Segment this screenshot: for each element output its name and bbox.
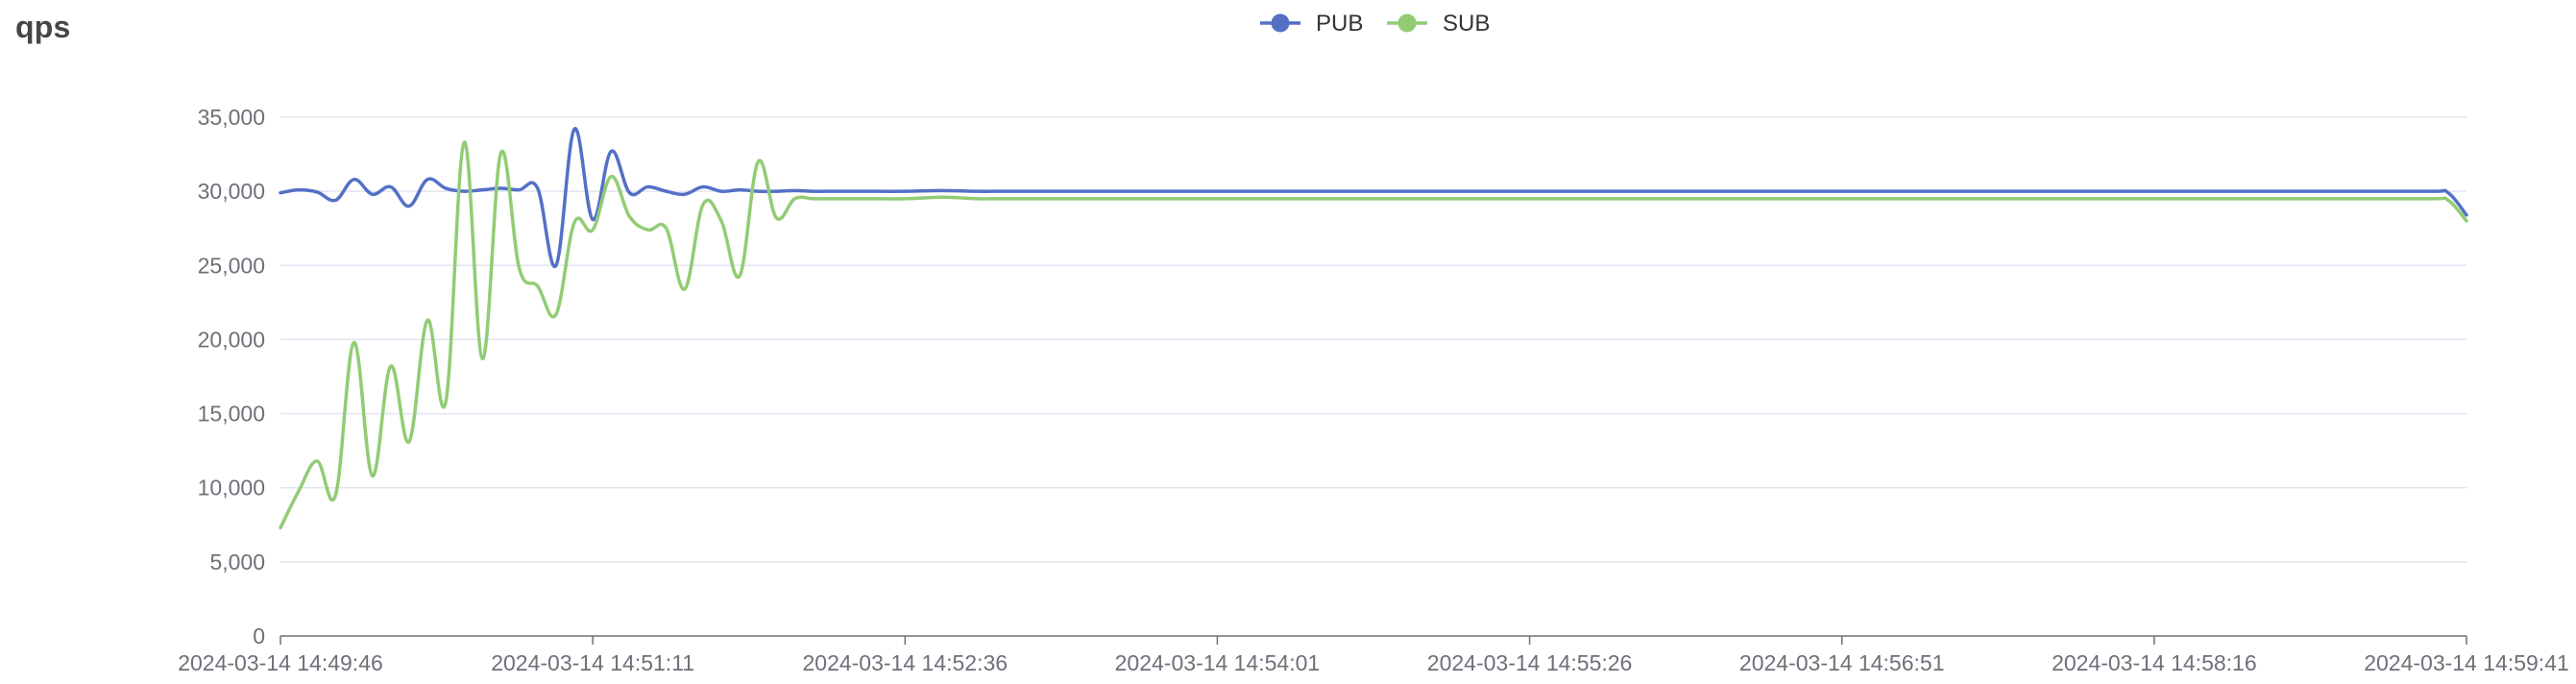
legend-item-sub[interactable]: SUB <box>1387 11 1490 37</box>
y-tick-label: 25,000 <box>198 253 265 278</box>
y-tick-label: 35,000 <box>198 105 265 130</box>
x-tick-label: 2024-03-14 14:52:36 <box>802 650 1008 675</box>
x-tick-label: 2024-03-14 14:55:26 <box>1427 650 1633 675</box>
x-tick-label: 2024-03-14 14:56:51 <box>1739 650 1945 675</box>
y-tick-label: 30,000 <box>198 179 265 204</box>
x-tick-label: 2024-03-14 14:54:01 <box>1115 650 1321 675</box>
legend-item-pub[interactable]: PUB <box>1260 11 1363 37</box>
y-tick-label: 10,000 <box>198 476 265 501</box>
legend-marker-icon <box>1271 13 1290 33</box>
axes: 0 5,000 10,000 15,000 20,000 25,000 30,000 35,0… <box>178 105 2569 675</box>
x-tick-label: 2024-03-14 14:59:41 <box>2364 650 2569 675</box>
y-tick-label: 5,000 <box>209 550 265 574</box>
legend-label: SUB <box>1443 11 1490 37</box>
legend: PUB SUB <box>1260 11 1490 37</box>
series-line-sub <box>279 140 2468 530</box>
x-tick-label: 2024-03-14 14:58:16 <box>2052 650 2257 675</box>
y-tick-label: 15,000 <box>198 402 265 427</box>
x-tick-label: 2024-03-14 14:51:11 <box>491 650 694 675</box>
legend-marker-icon <box>1397 13 1417 33</box>
x-tick-label: 2024-03-14 14:49:46 <box>178 650 383 675</box>
y-tick-label: 20,000 <box>198 327 265 352</box>
series-lines <box>279 127 2468 530</box>
series-line-pub <box>279 127 2468 268</box>
y-tick-label: 0 <box>253 623 265 648</box>
chart-title: qps <box>15 10 71 44</box>
legend-label: PUB <box>1316 11 1363 37</box>
